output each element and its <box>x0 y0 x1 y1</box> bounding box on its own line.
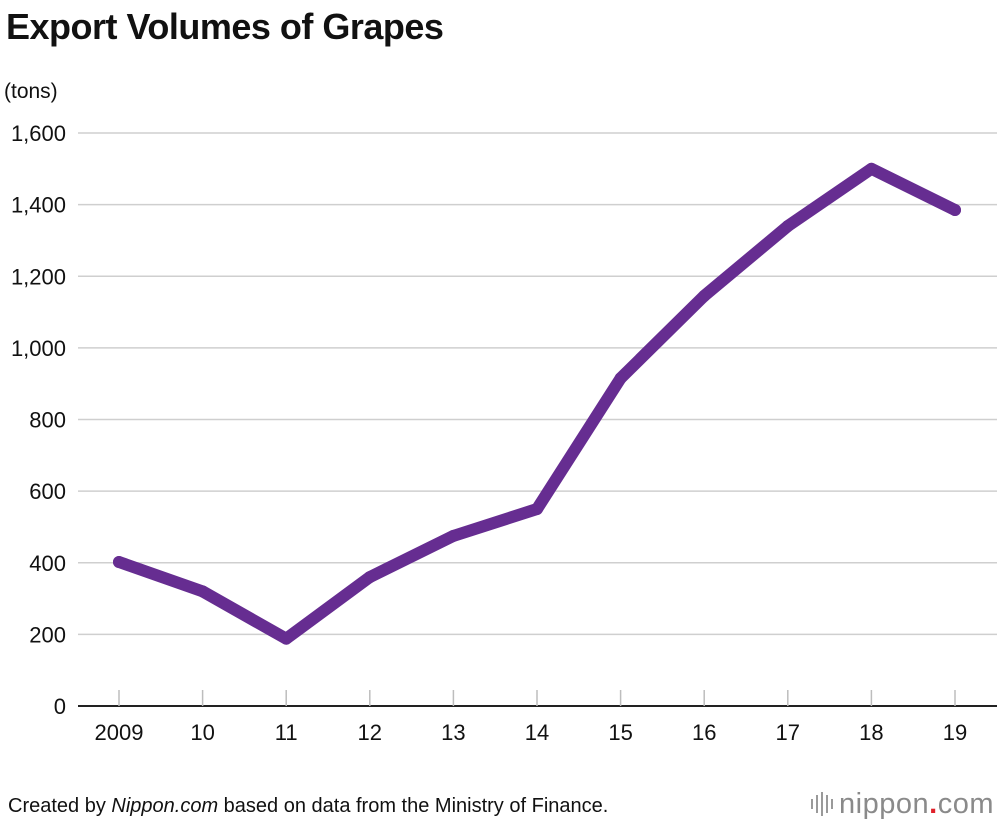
source-prefix: Created by <box>8 795 112 817</box>
y-tick-label: 400 <box>29 551 66 576</box>
chart-title: Export Volumes of Grapes <box>6 6 444 47</box>
x-tick-label: 15 <box>608 720 632 745</box>
y-tick-label: 1,200 <box>11 264 66 289</box>
series-line <box>113 162 961 645</box>
y-axis-unit-label: (tons) <box>4 80 58 103</box>
data-point <box>196 585 209 598</box>
data-point <box>698 289 711 302</box>
data-point <box>280 632 293 645</box>
data-point <box>447 529 460 542</box>
logo-name: nippon <box>839 787 930 820</box>
data-point <box>531 503 543 516</box>
y-tick-label: 0 <box>54 694 66 719</box>
logo-tld: com <box>937 787 994 820</box>
line-chart: (tons) 0 200 400 600 800 1,000 1,200 1,400 1,600… <box>4 80 997 745</box>
data-point <box>781 220 794 233</box>
x-tick-label: 17 <box>776 720 800 745</box>
y-tick-label: 1,600 <box>11 121 66 146</box>
x-tick-label: 18 <box>859 720 883 745</box>
x-tick-label: 11 <box>275 720 298 745</box>
y-tick-label: 200 <box>29 622 66 647</box>
data-point <box>614 372 627 385</box>
data-point <box>865 162 878 175</box>
x-tick-label: 13 <box>441 720 465 745</box>
x-tick-label: 14 <box>525 720 549 745</box>
logo-wordmark: nippon.com <box>839 788 994 821</box>
y-tick-label: 600 <box>29 479 66 504</box>
y-tick-label: 800 <box>29 408 66 433</box>
source-name: Nippon.com <box>111 795 219 817</box>
source-suffix: based on data from the Ministry of Finan… <box>218 795 609 817</box>
y-tick-label: 1,400 <box>11 193 66 218</box>
nippon-logo: nippon.com <box>811 787 994 821</box>
x-tick-label: 12 <box>358 720 382 745</box>
x-tick-label: 2009 <box>95 720 144 745</box>
y-tick-label: 1,000 <box>11 336 66 361</box>
x-tick-label: 10 <box>190 720 214 745</box>
logo-mark-icon <box>811 792 834 816</box>
source-note: Created by Nippon.com based on data from… <box>8 795 608 818</box>
data-point <box>949 203 961 216</box>
logo-dot: . <box>929 787 938 820</box>
x-tick-label: 16 <box>692 720 716 745</box>
data-point <box>113 556 125 569</box>
x-tick-label: 19 <box>943 720 967 745</box>
data-point <box>363 571 376 584</box>
